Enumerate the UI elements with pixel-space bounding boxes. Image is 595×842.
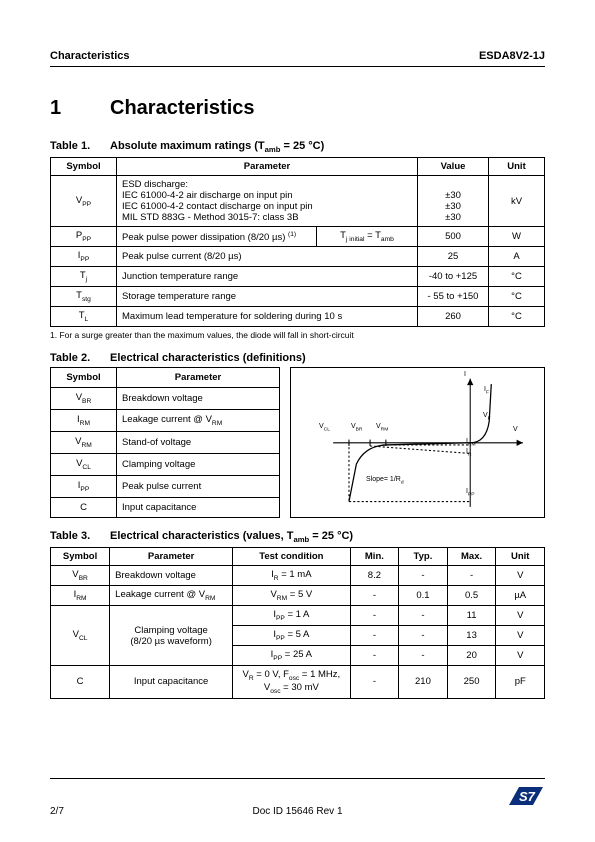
table3: Symbol Parameter Test condition Min. Typ… xyxy=(50,547,545,698)
page-header: Characteristics ESDA8V2-1J xyxy=(50,50,545,67)
iv-curve-diagram: I IF VCL VBR VRM V VF IRM IR Slope= 1/Rd… xyxy=(290,367,545,519)
footer-docid: Doc ID 15646 Rev 1 xyxy=(252,806,342,817)
table1: Symbol Parameter Value Unit VPP ESD disc… xyxy=(50,157,545,326)
page-footer: 2/7 Doc ID 15646 Rev 1 S7 xyxy=(50,778,545,817)
footnote: 1. For a surge greater than the maximum … xyxy=(50,330,545,340)
table-row: TL Maximum lead temperature for solderin… xyxy=(51,306,545,326)
table-row: IPP Peak pulse current (8/20 µs) 25 A xyxy=(51,247,545,267)
header-right: ESDA8V2-1J xyxy=(479,50,545,62)
table-row: C Input capacitance VR = 0 V, Fosc = 1 M… xyxy=(51,665,545,698)
table2-caption: Table 2.Electrical characteristics (defi… xyxy=(50,352,545,364)
table2: SymbolParameter VBRBreakdown voltage IRM… xyxy=(50,367,280,519)
table-row: PPP Peak pulse power dissipation (8/20 µ… xyxy=(51,227,545,247)
table-row: Tstg Storage temperature range - 55 to +… xyxy=(51,286,545,306)
table3-caption: Table 3.Electrical characteristics (valu… xyxy=(50,530,545,544)
table-row: VCL Clamping voltage(8/20 µs waveform) I… xyxy=(51,606,545,626)
footer-page: 2/7 xyxy=(50,806,64,817)
header-left: Characteristics xyxy=(50,50,130,62)
section-title: 1Characteristics xyxy=(50,97,545,120)
table-row: VBR Breakdown voltage IR = 1 mA 8.2 - - … xyxy=(51,566,545,586)
table-row: Tj Junction temperature range -40 to +12… xyxy=(51,266,545,286)
table1-caption: Table 1.Absolute maximum ratings (Tamb =… xyxy=(50,140,545,154)
st-logo-icon: S7 xyxy=(505,785,545,817)
svg-text:S7: S7 xyxy=(519,789,536,804)
table-row: IRM Leakage current @ VRM VRM = 5 V - 0.… xyxy=(51,586,545,606)
table-row: VPP ESD discharge: IEC 61000-4-2 air dis… xyxy=(51,176,545,227)
